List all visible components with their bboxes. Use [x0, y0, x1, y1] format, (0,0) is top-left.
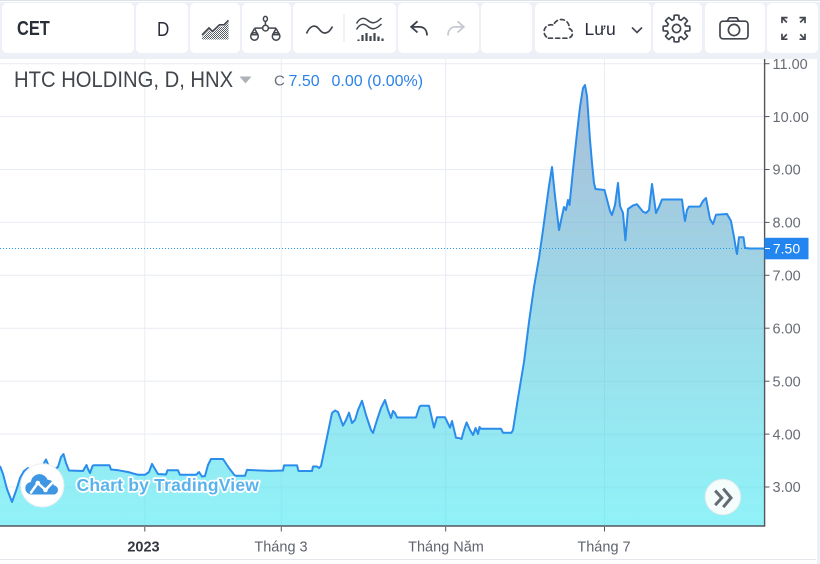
svg-text:Tháng 7: Tháng 7	[577, 540, 630, 556]
svg-text:Tháng Năm: Tháng Năm	[408, 540, 484, 556]
svg-text:0.00 (0.00%): 0.00 (0.00%)	[332, 73, 424, 90]
svg-text:5.00: 5.00	[773, 374, 801, 390]
svg-text:Tháng 3: Tháng 3	[254, 540, 307, 556]
svg-text:C: C	[274, 72, 285, 89]
svg-text:11.00: 11.00	[773, 57, 808, 73]
svg-text:7.50: 7.50	[289, 73, 320, 90]
svg-text:7.00: 7.00	[773, 269, 801, 285]
svg-text:4.00: 4.00	[773, 427, 801, 443]
svg-text:8.00: 8.00	[773, 216, 801, 232]
svg-text:2023: 2023	[127, 540, 159, 556]
svg-text:9.00: 9.00	[773, 163, 801, 179]
svg-text:10.00: 10.00	[773, 110, 809, 126]
svg-text:Chart by TradingView: Chart by TradingView	[77, 475, 260, 495]
svg-text:3.00: 3.00	[773, 480, 801, 496]
svg-text:HTC HOLDING, D, HNX: HTC HOLDING, D, HNX	[14, 68, 233, 92]
svg-text:6.00: 6.00	[773, 321, 801, 337]
svg-text:7.50: 7.50	[773, 241, 800, 257]
